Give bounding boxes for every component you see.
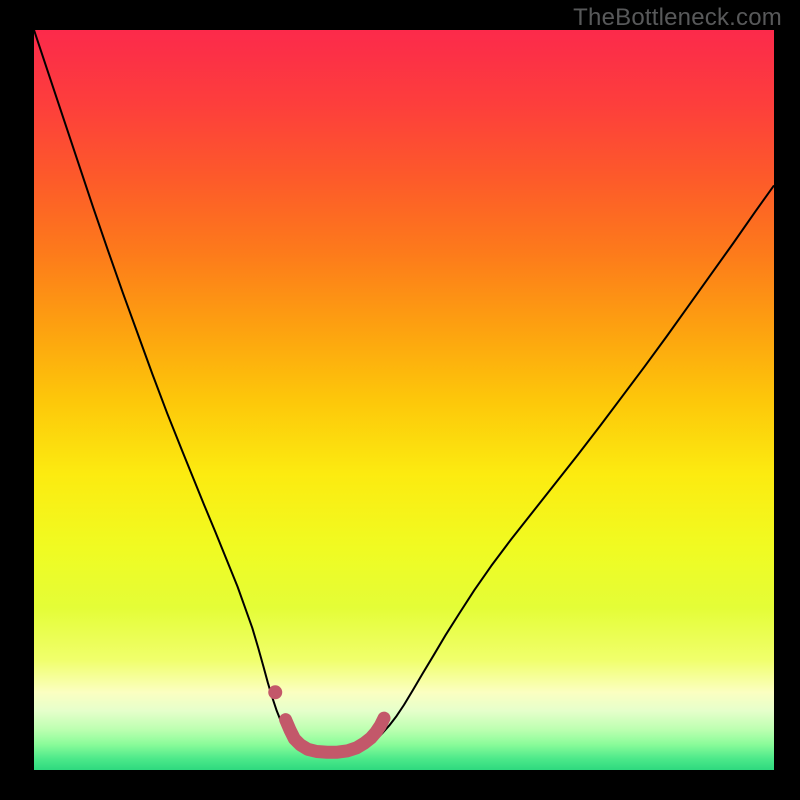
- gradient-background: [34, 30, 774, 770]
- watermark-text: TheBottleneck.com: [573, 4, 782, 32]
- chart-svg: [34, 30, 774, 770]
- bottleneck-chart: [34, 30, 774, 770]
- marker-dot: [268, 685, 282, 699]
